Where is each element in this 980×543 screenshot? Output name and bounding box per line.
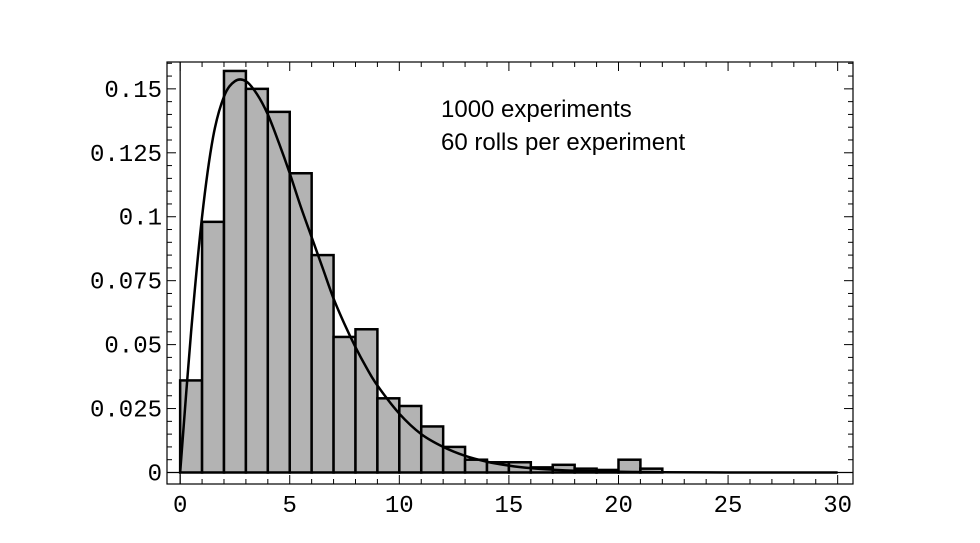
x-tick-label: 15: [494, 493, 523, 520]
x-tick-label: 25: [714, 493, 743, 520]
x-tick-label: 20: [604, 493, 633, 520]
histogram-bars: [178, 69, 664, 474]
annotation-experiments: 1000 experiments: [441, 96, 632, 123]
y-tick-label: 0.025: [90, 398, 162, 425]
histogram-bar: [244, 87, 270, 474]
annotation-rolls: 60 rolls per experiment: [441, 129, 685, 156]
fit-curve: [178, 78, 838, 474]
histogram-bar: [419, 425, 445, 474]
y-tick-label: 0.125: [90, 142, 162, 169]
y-tick-label: 0.1: [119, 206, 162, 233]
plot-frame: [166, 61, 854, 485]
y-tick-label: 0: [148, 461, 162, 488]
histogram-bar: [332, 335, 357, 474]
histogram-bar: [354, 328, 379, 474]
histogram-bar: [200, 220, 226, 474]
axis-ticks: [167, 62, 853, 484]
y-tick-label: 0.075: [90, 270, 162, 297]
y-tick-label: 0.15: [104, 78, 162, 105]
axis-tick-labels: 0 5 10 15 20 25 30 0 0.025 0.05 0.075 0.1 0.125 0.15: [90, 78, 852, 520]
x-tick-label: 5: [283, 493, 297, 520]
histogram-bar: [222, 69, 248, 474]
x-tick-label: 0: [173, 493, 187, 520]
x-tick-label: 10: [385, 493, 414, 520]
y-tick-label: 0.05: [104, 334, 162, 361]
x-tick-label: 30: [823, 493, 852, 520]
histogram-bar: [288, 172, 313, 474]
